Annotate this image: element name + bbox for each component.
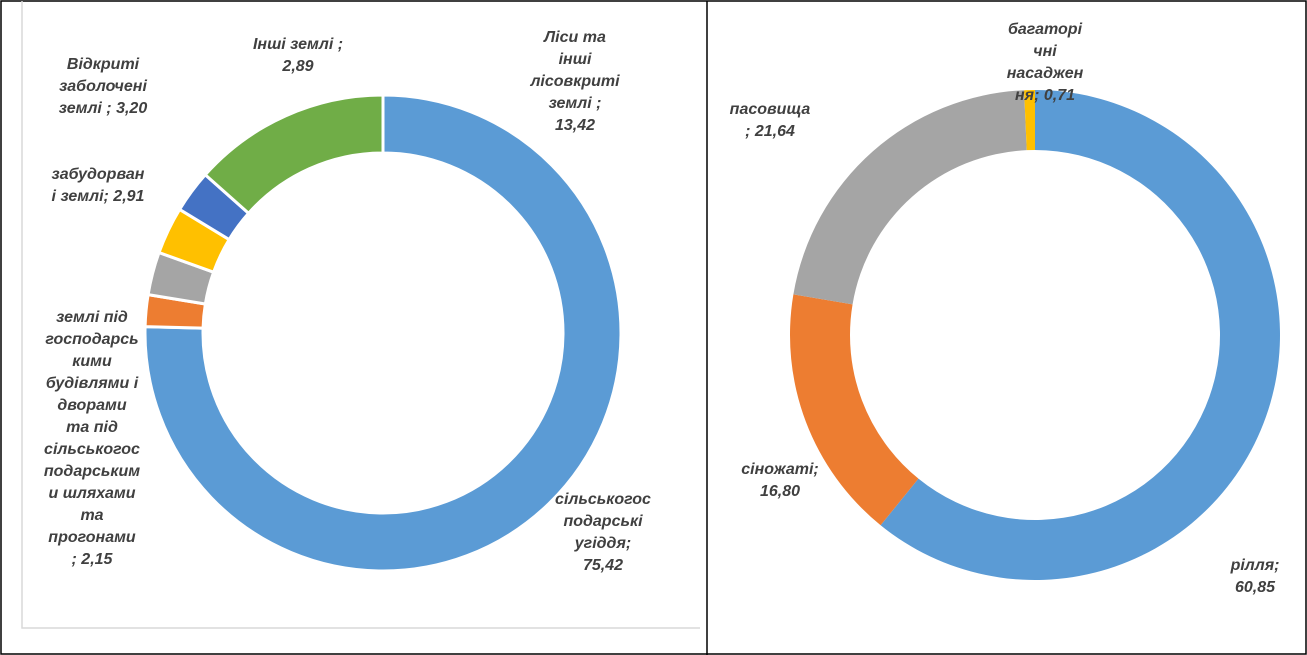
data-label: 60,85 bbox=[1235, 579, 1276, 596]
data-label: 16,80 bbox=[760, 483, 800, 500]
data-label: угіддя; bbox=[574, 535, 631, 552]
data-label: насаджен bbox=[1007, 65, 1084, 82]
data-label: землі ; 3,20 bbox=[59, 100, 148, 117]
data-label: ; 2,15 bbox=[72, 551, 114, 568]
data-label: та bbox=[80, 507, 103, 524]
data-label: 2,89 bbox=[281, 58, 313, 75]
data-label: заболочені bbox=[59, 78, 147, 95]
donut-segment bbox=[143, 93, 623, 573]
data-label: Інші землі ; bbox=[253, 36, 343, 53]
donut-segment bbox=[793, 90, 1027, 305]
data-label: ; 21,64 bbox=[745, 123, 795, 140]
data-label: сільськогос bbox=[44, 441, 140, 458]
data-label: землі під bbox=[56, 309, 128, 326]
data-label: сільськогос bbox=[555, 491, 651, 508]
data-label: 75,42 bbox=[583, 557, 623, 574]
data-label: багаторі bbox=[1008, 21, 1083, 38]
data-label: прогонами bbox=[48, 529, 136, 546]
donut-segment bbox=[880, 90, 1280, 580]
data-label: будівлями і bbox=[46, 375, 139, 392]
chart-border bbox=[21, 1, 700, 629]
data-label: лісовкриті bbox=[529, 73, 620, 90]
data-label: чні bbox=[1033, 43, 1057, 60]
data-label: сіножаті; bbox=[741, 461, 818, 478]
donut-segment bbox=[1024, 90, 1035, 151]
data-label: господарсь bbox=[45, 331, 138, 348]
data-label: забудорван bbox=[52, 166, 145, 183]
data-label: дворами bbox=[57, 397, 126, 414]
data-label: 13,42 bbox=[555, 117, 595, 134]
data-label: и шляхами bbox=[48, 485, 135, 502]
data-label: кими bbox=[72, 353, 112, 370]
data-label: подарським bbox=[44, 463, 140, 480]
donut-segment bbox=[790, 294, 919, 526]
data-label: інші bbox=[559, 51, 592, 68]
data-label: та під bbox=[66, 419, 118, 436]
data-label: землі ; bbox=[549, 95, 602, 112]
data-label: ня; 0,71 bbox=[1015, 87, 1075, 104]
donut-segment bbox=[203, 93, 385, 216]
data-label: Відкриті bbox=[67, 56, 140, 73]
data-label: пасовища bbox=[730, 101, 811, 118]
data-label: Ліси та bbox=[543, 29, 606, 46]
data-label: подарські bbox=[563, 513, 643, 530]
data-label: і землі; 2,91 bbox=[52, 188, 145, 205]
data-label: рілля; bbox=[1230, 557, 1280, 574]
